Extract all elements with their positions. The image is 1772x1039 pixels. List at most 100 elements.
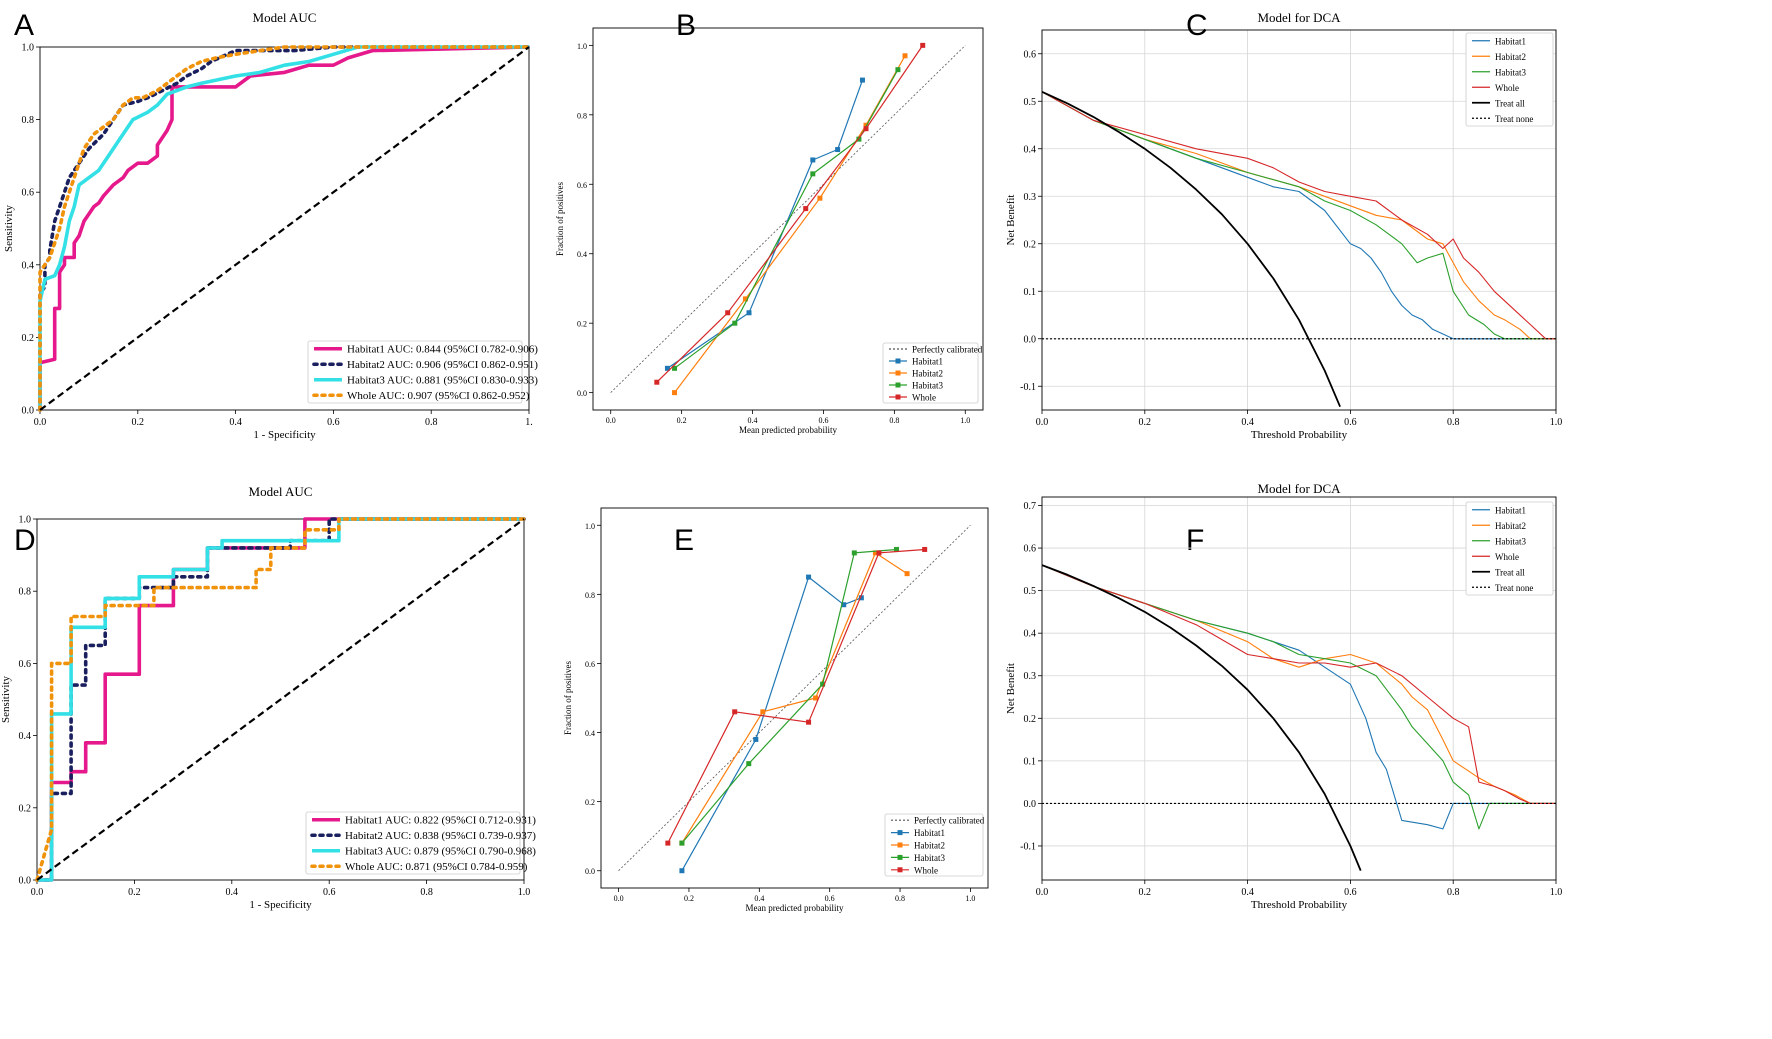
c-x-tick-label: 1.0 [1550,417,1563,428]
b-legend-box [882,342,979,404]
b-y-tick-label: 0.8 [577,111,587,120]
e-series-habitat1-point [841,602,847,608]
panel-c-dca-chart: 0.0 0.2 0.4 0.6 0.8 1.0 -0.1 0.0 0.1 0.2 0.3 0.4 0.5… [1005,10,1562,441]
a-x-axis-label: 1 - Specificity [253,429,316,441]
b-series-habitat1-point [859,77,865,83]
f-legend-label-habitat2: Habitat2 [1495,521,1526,531]
e-x-tick-label: 0.0 [614,894,624,903]
b-series-habitat3-point [732,320,738,326]
e-series-habitat1-point [753,736,759,742]
e-series-habitat1-line [681,576,862,871]
e-series-whole-point [806,719,812,725]
e-legend-label-habitat2: Habitat2 [914,841,945,851]
f-series-whole-line [1041,564,1556,804]
f-y-axis-label: Net Benefit [1005,663,1017,714]
panel-letter-e: E [674,524,694,557]
b-legend-label-habitat3: Habitat3 [912,381,943,391]
e-series-habitat2-point [760,709,766,715]
e-series-habitat3-point [894,546,900,552]
c-series-whole-line [1041,91,1556,340]
f-y-tick-label: 0.4 [1024,629,1037,640]
a-x-tick-label: 0.4 [229,417,242,428]
a-chart-title: Model AUC [253,10,317,25]
b-x-tick-label: 0.6 [818,416,828,425]
e-legend-marker-habitat2 [897,842,903,848]
d-legend-label-habitat3: Habitat3 AUC: 0.879 (95%CI 0.790-0.968) [345,845,536,857]
e-legend-label-perfectly-calibrated: Perfectly calibrated [914,816,985,826]
e-axes-frame [600,507,989,889]
b-series-habitat2-point [902,53,908,59]
b-legend-marker-habitat2 [895,370,901,376]
e-legend-label-habitat1: Habitat1 [914,828,945,838]
c-chart-title: Model for DCA [1257,10,1341,25]
c-legend-box [1465,32,1554,127]
b-legend-label-perfectly-calibrated: Perfectly calibrated [912,345,983,355]
f-y-tick-label: 0.6 [1024,544,1037,555]
d-series-whole-line [35,517,526,882]
e-series-habitat1-point [679,868,685,874]
c-series-habitat2-line [1041,91,1556,340]
e-x-tick-label: 0.2 [684,894,694,903]
f-chart-title: Model for DCA [1257,481,1341,496]
b-legend-label-habitat2: Habitat2 [912,369,943,379]
d-y-tick-label: 0.2 [19,803,32,814]
c-x-tick-label: 0.6 [1344,417,1357,428]
c-y-axis-label: Net Benefit [1005,194,1017,245]
b-y-axis-label: Fraction of positives [555,182,565,256]
b-series-whole-point [654,379,660,385]
c-x-tick-label: 0.8 [1447,417,1460,428]
d-legend-label-habitat2: Habitat2 AUC: 0.838 (95%CI 0.739-0.937) [345,830,536,842]
a-y-tick-label: 1.0 [22,43,35,54]
e-series-habitat3-point [679,840,685,846]
c-y-tick-label: 0.4 [1024,144,1037,155]
e-series-whole-point [876,550,882,556]
e-series-habitat2-point [872,550,878,556]
b-y-tick-label: 1.0 [577,42,587,51]
f-y-tick-label: 0.7 [1024,501,1037,512]
b-y-tick-label: 0.0 [577,389,587,398]
e-series-habitat2-point [904,571,910,577]
e-series-habitat1-point [806,574,812,580]
f-series-habitat1-line [1041,564,1556,830]
panel-letter-c: C [1186,9,1208,42]
e-series-habitat3-point [746,761,752,767]
b-legend-label-whole: Whole [912,393,936,403]
e-x-tick-label: 1.0 [965,894,975,903]
f-y-tick-label: -0.1 [1020,841,1036,852]
f-x-tick-label: 0.2 [1139,887,1152,898]
f-series-habitat2-line [1041,564,1556,804]
d-y-tick-label: 1.0 [19,515,32,526]
a-y-tick-label: 0.8 [22,115,35,126]
f-y-tick-label: 0.5 [1024,586,1037,597]
e-series-habitat2-line [681,552,908,844]
d-x-tick-label: 0.6 [323,887,336,898]
b-x-axis-label: Mean predicted probability [739,425,837,435]
c-y-tick-label: 0.3 [1024,192,1037,203]
f-y-tick-label: 0.1 [1024,756,1037,767]
a-legend-label-habitat1: Habitat1 AUC: 0.844 (95%CI 0.782-0.906) [347,343,538,355]
d-x-tick-label: 1.0 [518,887,531,898]
panel-d-roc-chart: 0.0 0.2 0.4 0.6 0.8 1.0 0.0 0.2 0.4 0.6 0.8 1.0 Mode… [0,484,536,911]
a-legend-label-habitat3: Habitat3 AUC: 0.881 (95%CI 0.830-0.933) [347,374,538,386]
e-series-whole-point [732,709,738,715]
e-series-whole-point [922,546,928,552]
c-legend-label-treat-all: Treat all [1495,98,1525,108]
e-series-habitat3-point [820,681,826,687]
a-series-habitat1-line [38,45,530,410]
b-legend-marker-whole [895,394,901,400]
e-x-tick-label: 0.8 [895,894,905,903]
f-x-tick-label: 0.6 [1344,887,1357,898]
b-series-habitat2-point [742,296,748,302]
a-x-tick-label: 0.2 [132,417,145,428]
c-y-tick-label: 0.1 [1024,287,1037,298]
b-series-habitat3-point [895,67,901,73]
panel-e-calibration-chart: 0.0 0.2 0.4 0.6 0.8 1.0 0.0 0.2 0.4 0.6 0.8 1.0 Mean… [563,507,989,913]
e-series-habitat3-point [851,550,857,556]
d-y-tick-label: 0.0 [19,876,32,887]
d-axes-frame [36,518,525,881]
c-x-tick-label: 0.0 [1036,417,1049,428]
f-x-tick-label: 0.8 [1447,887,1460,898]
a-x-tick-label: 0.0 [34,417,47,428]
d-series-habitat3-line [37,517,524,882]
